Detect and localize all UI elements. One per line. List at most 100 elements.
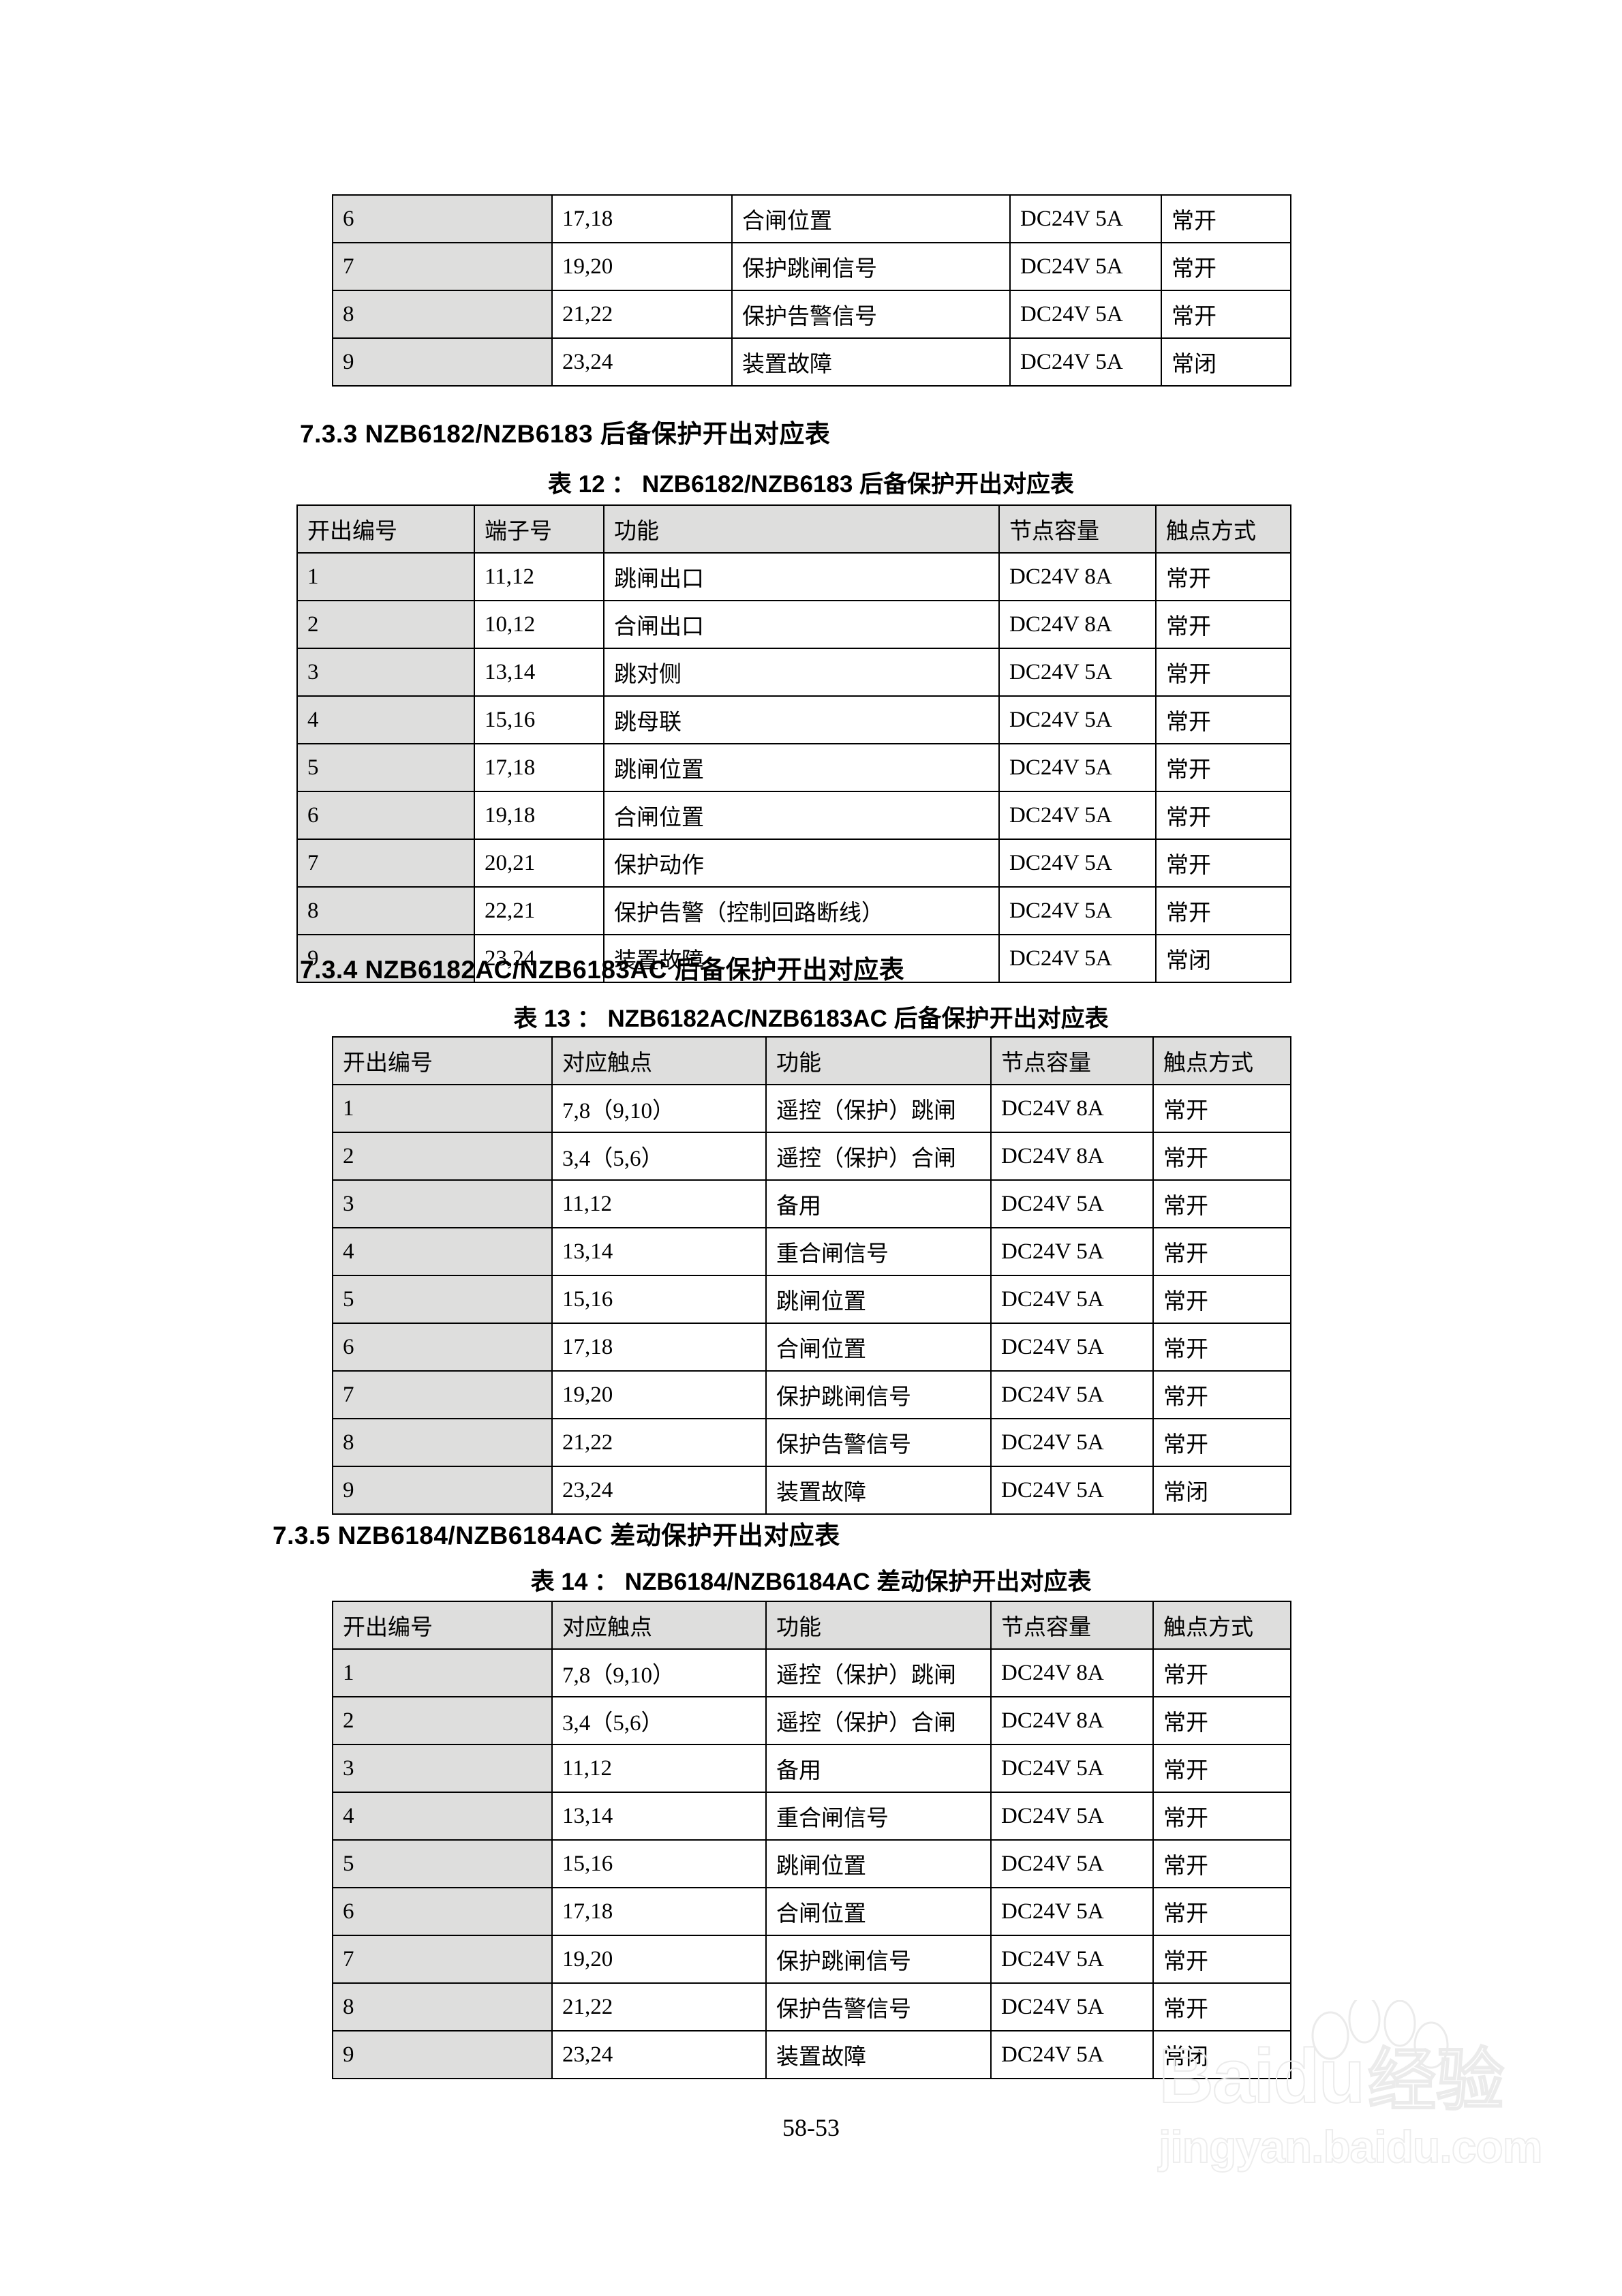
table-cell-1: 23,24 [551, 337, 733, 387]
column-header-0: 开出编号 [296, 504, 475, 554]
table-13: 开出编号 对应触点 功能 节点容量 触点方式 1 7,8（9,10） 遥控（保护）跳闸 DC2… [332, 1036, 1291, 1515]
table-cell-3: DC24V 8A [998, 552, 1157, 601]
table-row: 2 10,12 合闸出口 DC24V 8A 常开 [296, 600, 1291, 649]
table-cell-3: DC24V 5A [990, 1982, 1154, 2031]
table-cell-3: DC24V 5A [990, 1466, 1154, 1515]
table-cell-2: 备用 [765, 1744, 992, 1793]
table-row: 1 7,8（9,10） 遥控（保护）跳闸 DC24V 8A 常开 [332, 1084, 1291, 1133]
table-cell-2: 保护跳闸信号 [765, 1370, 992, 1419]
table-cell-4: 常开 [1152, 1370, 1291, 1419]
table-13-wrapper: 开出编号 对应触点 功能 节点容量 触点方式 1 7,8（9,10） 遥控（保护）跳闸 DC2… [332, 1036, 1291, 1515]
table-14: 开出编号 对应触点 功能 节点容量 触点方式 1 7,8（9,10） 遥控（保护）跳闸 DC2… [332, 1601, 1291, 2079]
table-cell-2: 遥控（保护）跳闸 [765, 1648, 992, 1697]
table-cell-3: DC24V 5A [990, 1792, 1154, 1841]
table-cell-1: 22,21 [474, 886, 605, 935]
table-cell-1: 11,12 [551, 1744, 767, 1793]
table-cell-2: 遥控（保护）跳闸 [765, 1084, 992, 1133]
table-cell-2: 合闸出口 [603, 600, 1000, 649]
table-cell-4: 常闭 [1161, 337, 1291, 387]
table-cell-0: 1 [332, 1084, 553, 1133]
table-cell-4: 常开 [1155, 552, 1291, 601]
table-cell-0: 6 [332, 1887, 553, 1936]
table-cell-0: 8 [296, 886, 475, 935]
table-cell-0: 2 [332, 1132, 553, 1181]
table-row: 5 17,18 跳闸位置 DC24V 5A 常开 [296, 743, 1291, 792]
table-row: 9 23,24 装置故障 DC24V 5A 常闭 [296, 934, 1291, 983]
table-cell-2: 保护动作 [603, 839, 1000, 888]
table-cell-3: DC24V 5A [990, 1370, 1154, 1419]
table-cell-2: 备用 [765, 1179, 992, 1228]
table-cell-0: 3 [332, 1744, 553, 1793]
table-cell-1: 19,20 [551, 242, 733, 291]
table-cell-3: DC24V 5A [998, 743, 1157, 792]
table-cell-3: DC24V 8A [990, 1648, 1154, 1697]
table-cell-0: 2 [332, 1696, 553, 1745]
column-header-3: 节点容量 [990, 1601, 1154, 1650]
column-header-0: 开出编号 [332, 1601, 553, 1650]
table-cell-1: 19,20 [551, 1935, 767, 1984]
table-cell-2: 合闸位置 [765, 1887, 992, 1936]
table-cell-4: 常开 [1152, 1648, 1291, 1697]
column-header-2: 功能 [765, 1036, 992, 1085]
table-cell-1: 13,14 [551, 1227, 767, 1276]
table-cell-1: 17,18 [474, 743, 605, 792]
table-cell-0: 5 [332, 1839, 553, 1888]
table-cell-0: 5 [296, 743, 475, 792]
column-header-2: 功能 [603, 504, 1000, 554]
table-cell-1: 3,4（5,6） [551, 1696, 767, 1745]
column-header-4: 触点方式 [1155, 504, 1291, 554]
table-cell-2: 合闸位置 [731, 194, 1011, 243]
table-cell-4: 常开 [1152, 1839, 1291, 1888]
table-cell-4: 常开 [1152, 1227, 1291, 1276]
table-row: 2 3,4（5,6） 遥控（保护）合闸 DC24V 8A 常开 [332, 1132, 1291, 1181]
table-cell-4: 常开 [1152, 1982, 1291, 2031]
table-cell-2: 保护跳闸信号 [765, 1935, 992, 1984]
table-row: 1 7,8（9,10） 遥控（保护）跳闸 DC24V 8A 常开 [332, 1648, 1291, 1697]
table-cell-3: DC24V 5A [1009, 194, 1162, 243]
table-cell-0: 3 [296, 648, 475, 697]
table-cell-0: 6 [332, 194, 553, 243]
table-cell-0: 1 [296, 552, 475, 601]
table-cell-4: 常开 [1155, 600, 1291, 649]
table-cell-2: 保护告警信号 [765, 1418, 992, 1467]
table-cell-3: DC24V 5A [990, 1227, 1154, 1276]
table-cell-4: 常开 [1155, 791, 1291, 840]
column-header-1: 对应触点 [551, 1036, 767, 1085]
column-header-1: 对应触点 [551, 1601, 767, 1650]
table-cell-2: 遥控（保护）合闸 [765, 1132, 992, 1181]
table-14-wrapper: 开出编号 对应触点 功能 节点容量 触点方式 1 7,8（9,10） 遥控（保护）跳闸 DC2… [332, 1601, 1291, 2079]
table-cell-0: 4 [332, 1227, 553, 1276]
column-header-1: 端子号 [474, 504, 605, 554]
table-cell-0: 6 [296, 791, 475, 840]
table-cell-4: 常闭 [1152, 2030, 1291, 2079]
table-cell-2: 保护告警信号 [765, 1982, 992, 2031]
table-cell-1: 21,22 [551, 1982, 767, 2031]
table-cell-0: 4 [296, 695, 475, 744]
table-cell-2: 跳对侧 [603, 648, 1000, 697]
table-row: 5 15,16 跳闸位置 DC24V 5A 常开 [332, 1839, 1291, 1888]
table-cell-3: DC24V 5A [990, 1744, 1154, 1793]
table-cell-0: 3 [332, 1179, 553, 1228]
table-row: 7 19,20 保护跳闸信号 DC24V 5A 常开 [332, 242, 1291, 291]
table-cell-0: 9 [296, 934, 475, 983]
table-cell-1: 7,8（9,10） [551, 1084, 767, 1133]
table-row: 7 19,20 保护跳闸信号 DC24V 5A 常开 [332, 1370, 1291, 1419]
table-12-wrapper: 开出编号 端子号 功能 节点容量 触点方式 1 11,12 跳闸出口 DC24V 8A 常开 2 1… [296, 504, 1291, 983]
table-cell-2: 装置故障 [603, 934, 1000, 983]
table-cell-1: 23,24 [551, 2030, 767, 2079]
table-row: 6 17,18 合闸位置 DC24V 5A 常开 [332, 194, 1291, 243]
table-header-row: 开出编号 端子号 功能 节点容量 触点方式 [296, 504, 1291, 554]
table-cell-3: DC24V 5A [998, 839, 1157, 888]
table-cell-1: 19,20 [551, 1370, 767, 1419]
table-cell-2: 跳闸出口 [603, 552, 1000, 601]
table-cell-4: 常开 [1155, 648, 1291, 697]
table-cell-1: 23,24 [474, 934, 605, 983]
table-cell-2: 保护告警信号 [731, 290, 1011, 339]
table-cell-1: 11,12 [551, 1179, 767, 1228]
section-heading-735: 7.3.5 NZB6184/NZB6184AC 差动保护开出对应表 [273, 1522, 840, 1550]
table-row: 9 23,24 装置故障 DC24V 5A 常闭 [332, 2030, 1291, 2079]
table-row: 6 19,18 合闸位置 DC24V 5A 常开 [296, 791, 1291, 840]
table-body: 1 7,8（9,10） 遥控（保护）跳闸 DC24V 8A 常开 2 3,4（5,6） 遥控（… [332, 1648, 1291, 2079]
table-cell-0: 8 [332, 290, 553, 339]
table-cell-2: 跳母联 [603, 695, 1000, 744]
